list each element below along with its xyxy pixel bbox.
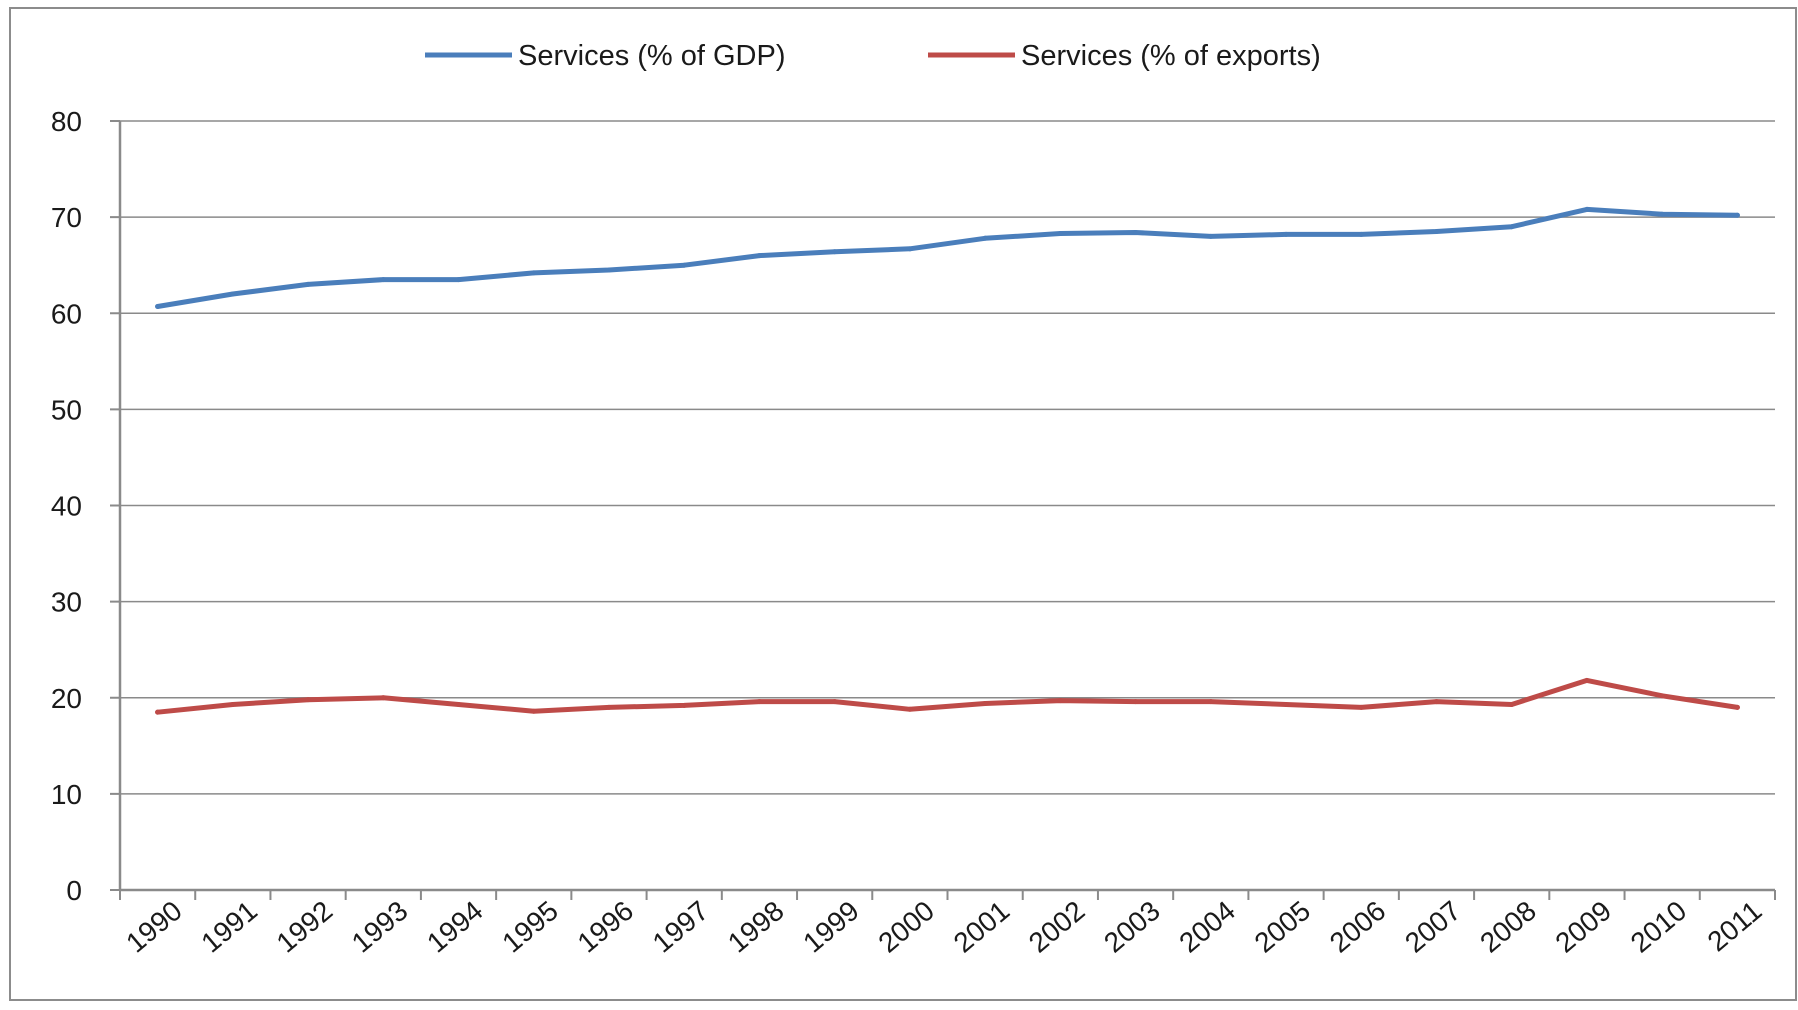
data-point-s0-1990 [155,304,161,310]
data-point-s1-2006 [1358,704,1364,710]
y-tick-label: 60 [51,298,82,329]
data-point-s1-1998 [756,699,762,705]
data-point-s0-1993 [380,277,386,283]
data-point-s1-1992 [305,697,311,703]
data-point-s0-1997 [681,262,687,268]
data-point-s0-2002 [1057,230,1063,236]
data-point-s1-2009 [1584,677,1590,683]
data-point-s0-1996 [606,267,612,273]
data-point-s1-1994 [456,701,462,707]
series-lines [155,206,1740,715]
data-point-s1-2008 [1509,701,1515,707]
data-point-s0-1999 [832,249,838,255]
chart-frame [9,7,1797,1001]
data-point-s0-2007 [1433,229,1439,235]
data-point-s1-2007 [1433,699,1439,705]
y-tick-label: 10 [51,779,82,810]
data-point-s1-2002 [1057,698,1063,704]
data-point-s1-2004 [1208,699,1214,705]
data-point-s1-2005 [1283,701,1289,707]
data-point-s1-1996 [606,704,612,710]
legend-label-exports: Services (% of exports) [1021,40,1321,72]
y-tick-label: 30 [51,587,82,618]
data-point-s0-1998 [756,253,762,259]
data-point-s0-1991 [230,291,236,297]
data-point-s0-2000 [907,246,913,252]
data-point-s0-2008 [1509,224,1515,230]
legend: Services (% of GDP) Services (% of expor… [425,40,1321,72]
data-point-s1-1993 [380,695,386,701]
y-tick-label: 20 [51,683,82,714]
data-point-s1-2000 [907,706,913,712]
y-tick-label: 50 [51,394,82,425]
y-tick-label: 80 [51,106,82,137]
data-point-s0-1994 [456,277,462,283]
legend-label-gdp: Services (% of GDP) [518,40,786,72]
data-point-s1-2010 [1659,693,1665,699]
data-point-s0-2009 [1584,206,1590,212]
data-point-s0-1995 [531,270,537,276]
y-tick-label: 40 [51,491,82,522]
data-point-s0-2005 [1283,231,1289,237]
data-point-s1-1990 [155,709,161,715]
series-line-1 [155,677,1740,715]
data-point-s0-2004 [1208,233,1214,239]
data-point-s0-2001 [982,235,988,241]
data-point-s1-1999 [832,699,838,705]
data-point-s0-2006 [1358,231,1364,237]
series-line-0 [155,206,1740,309]
data-point-s1-1997 [681,702,687,708]
data-point-s0-1992 [305,281,311,287]
y-tick-label: 0 [66,875,82,906]
data-point-s1-1995 [531,708,537,714]
y-tick-label: 70 [51,202,82,233]
data-point-s1-2003 [1133,699,1139,705]
data-point-s0-2003 [1133,230,1139,236]
data-point-s1-2011 [1734,704,1740,710]
data-point-s1-1991 [230,701,236,707]
data-point-s0-2010 [1659,211,1665,217]
data-point-s0-2011 [1734,212,1740,218]
data-point-s1-2001 [982,701,988,707]
